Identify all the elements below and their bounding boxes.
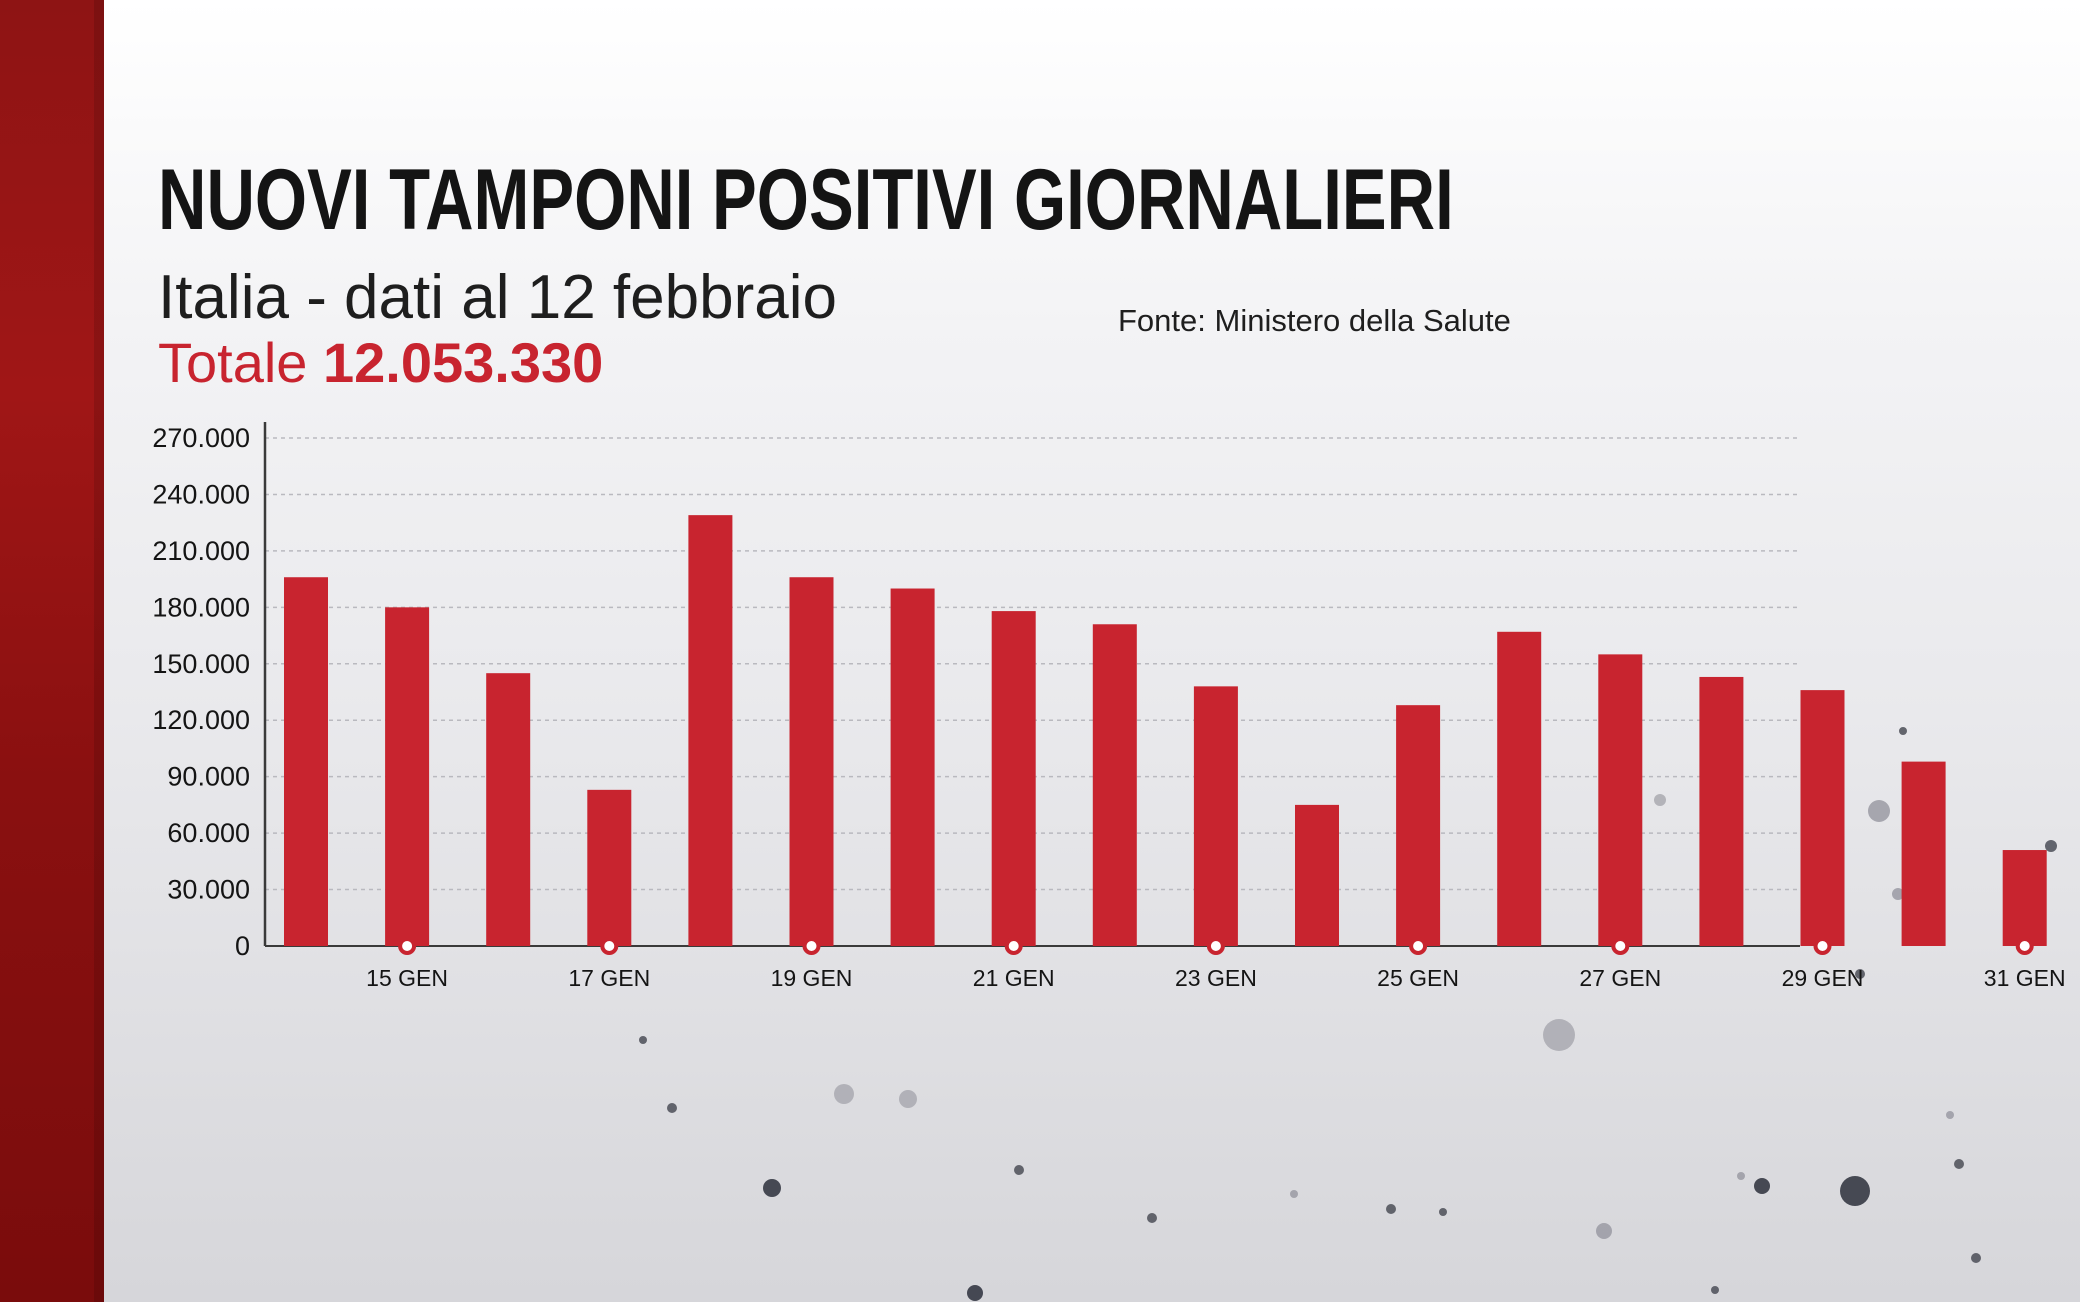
background-dot <box>1899 727 1907 735</box>
background-dot <box>1290 1190 1298 1198</box>
total-label: Totale <box>158 331 308 394</box>
bar <box>991 611 1036 946</box>
x-tick-marker <box>600 937 619 955</box>
y-tick-label: 270.000 <box>152 423 250 453</box>
total-line: Totale 12.053.330 <box>158 330 603 396</box>
bar <box>587 789 632 946</box>
background-dot <box>834 1084 854 1104</box>
background-dot <box>1654 794 1666 806</box>
bar <box>1295 804 1339 946</box>
x-tick-marker <box>1611 937 1630 955</box>
y-tick-label: 120.000 <box>152 705 250 735</box>
x-tick-label: 21 GEN <box>973 965 1055 991</box>
bar <box>284 577 328 946</box>
y-tick-label: 210.000 <box>152 536 250 566</box>
x-tick-marker <box>1409 937 1428 955</box>
bar <box>1092 624 1137 946</box>
background-dot <box>1386 1204 1396 1214</box>
background-dot <box>1737 1172 1745 1180</box>
bar <box>1598 654 1643 946</box>
background-dot <box>639 1036 647 1044</box>
background-dot <box>1892 888 1904 900</box>
background-dot <box>899 1090 917 1108</box>
bar <box>688 515 733 946</box>
background-dot <box>1971 1253 1981 1263</box>
x-tick-marker <box>1206 937 1225 955</box>
background-dot <box>1147 1213 1157 1223</box>
x-axis: 15 GEN 17 GEN 19 GEN 21 GEN 23 GEN 25 GEN 27 G… <box>366 937 2066 991</box>
background-dot <box>1946 1111 1954 1119</box>
background-dot <box>1840 1176 1870 1206</box>
bar <box>1396 705 1441 946</box>
x-tick-label: 27 GEN <box>1579 965 1661 991</box>
background-dot <box>2045 840 2057 852</box>
bar <box>1699 676 1744 946</box>
y-tick-label: 90.000 <box>167 762 250 792</box>
y-tick-label: 30.000 <box>167 875 250 905</box>
x-tick-label: 17 GEN <box>568 965 650 991</box>
x-tick-label: 25 GEN <box>1377 965 1459 991</box>
background-dot <box>1711 1286 1719 1294</box>
source-note: Fonte: Ministero della Salute <box>1118 303 1511 338</box>
bar <box>2002 850 2047 946</box>
background-dot <box>1855 969 1865 979</box>
x-tick-marker <box>2015 937 2034 955</box>
total-value: 12.053.330 <box>323 331 604 394</box>
y-tick-label: 180.000 <box>152 592 250 622</box>
x-tick-marker <box>802 937 821 955</box>
background-dot <box>1596 1223 1612 1239</box>
y-tick-label: 60.000 <box>167 818 250 848</box>
background-dot <box>1754 1178 1770 1194</box>
bar <box>1193 686 1238 946</box>
bar <box>1497 631 1542 946</box>
y-tick-label: 150.000 <box>152 649 250 679</box>
bar <box>1800 690 1845 946</box>
x-tick-label: 15 GEN <box>366 965 448 991</box>
x-tick-label: 31 GEN <box>1984 965 2066 991</box>
background-dot <box>763 1179 781 1197</box>
bar <box>486 673 531 946</box>
background-dot <box>1439 1208 1447 1216</box>
x-tick-label: 23 GEN <box>1175 965 1257 991</box>
x-tick-label: 29 GEN <box>1782 965 1864 991</box>
x-tick-marker <box>398 937 417 955</box>
bars <box>284 515 2047 946</box>
background-dot <box>667 1103 677 1113</box>
background-dot <box>967 1285 983 1301</box>
x-tick-label: 19 GEN <box>771 965 853 991</box>
background-dot <box>1014 1165 1024 1175</box>
bar <box>385 607 430 946</box>
bar <box>1901 761 1946 946</box>
x-tick-marker <box>1004 937 1023 955</box>
background-dot <box>1543 1019 1575 1051</box>
chart-subtitle: Italia - dati al 12 febbraio <box>158 263 837 332</box>
y-tick-label: 240.000 <box>152 479 250 509</box>
x-tick-marker <box>1813 937 1832 955</box>
background-dot <box>1954 1159 1964 1169</box>
bar <box>789 577 834 946</box>
background-dot <box>1868 800 1890 822</box>
chart-title: NUOVI TAMPONI POSITIVI GIORNALIERI <box>158 152 1454 248</box>
left-red-band <box>0 0 104 1302</box>
y-tick-label: 0 <box>235 931 250 961</box>
bar <box>890 588 935 946</box>
